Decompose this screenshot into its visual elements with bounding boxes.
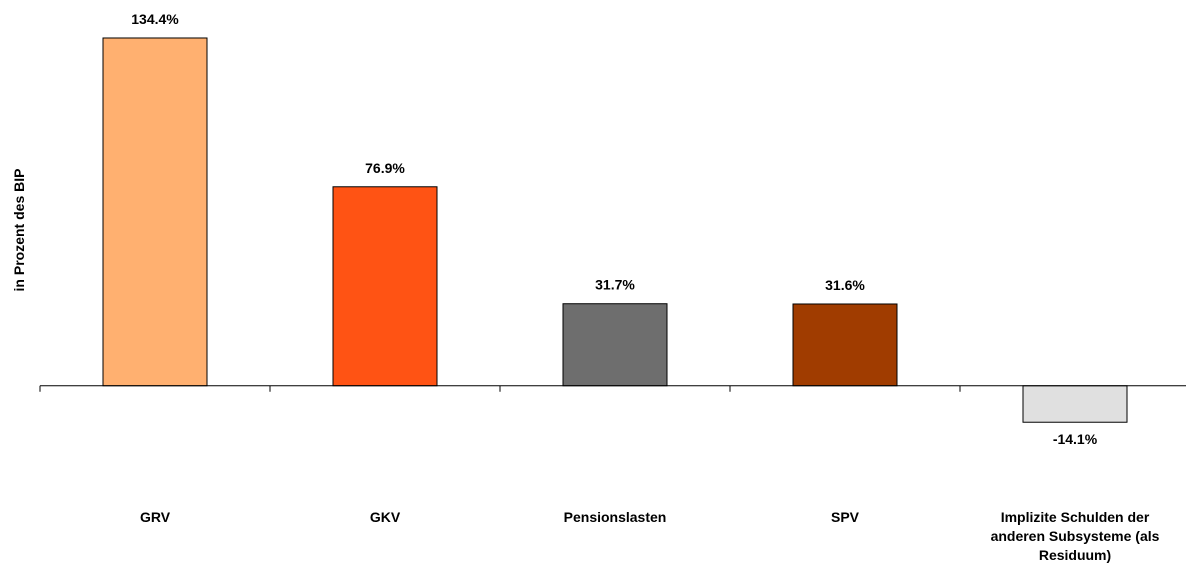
bar (102, 37, 208, 387)
value-label: 134.4% (131, 11, 179, 27)
bar (562, 303, 668, 387)
value-label: 76.9% (365, 160, 405, 176)
x-tick-label: Pensionslasten (563, 509, 667, 525)
x-tick-label: GKV (369, 509, 401, 525)
value-label: 31.6% (825, 277, 865, 293)
bar (1022, 385, 1128, 423)
x-tick-label: Implizite Schulden der anderen Subsystem… (990, 509, 1160, 563)
bar (792, 303, 898, 387)
value-label: 31.7% (595, 277, 635, 293)
y-axis-label: in Prozent des BIP (11, 169, 27, 292)
value-label: -14.1% (1053, 431, 1098, 447)
x-tick-label: SPV (830, 509, 859, 525)
bar (332, 186, 438, 387)
x-tick-label: GRV (139, 509, 171, 525)
